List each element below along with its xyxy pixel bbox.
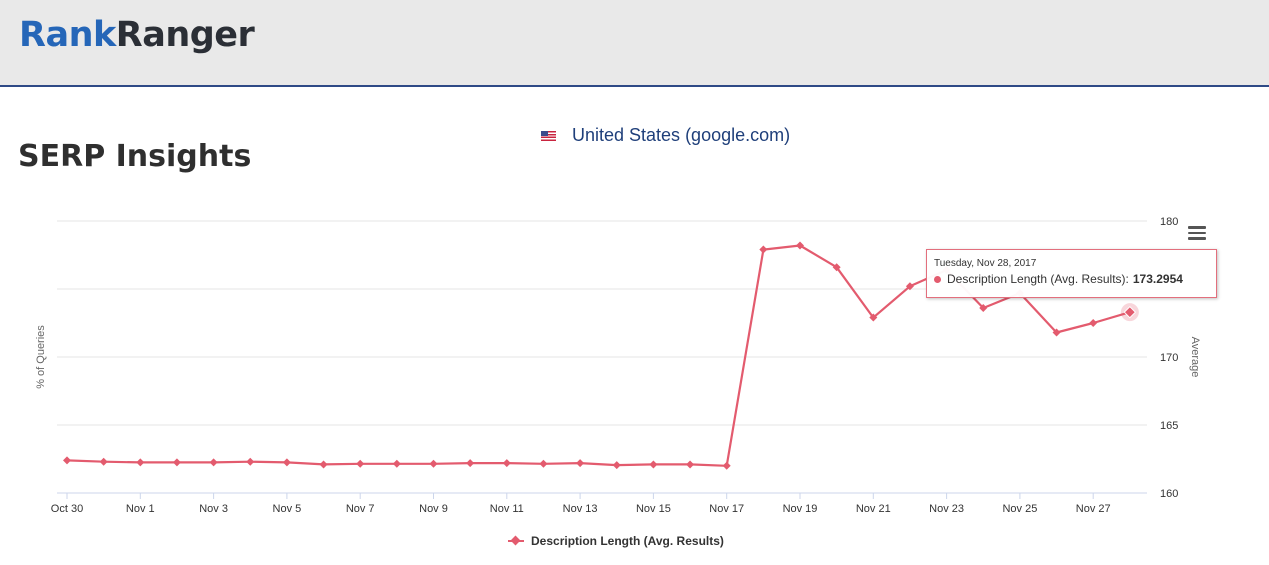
data-point (1089, 319, 1098, 327)
chart-menu-icon[interactable] (1188, 226, 1206, 240)
y-tick-label: 170 (1160, 352, 1178, 364)
x-tick-label: Nov 11 (490, 503, 524, 515)
y-tick-label: 180 (1160, 216, 1178, 228)
data-point (502, 459, 511, 468)
data-point (1052, 328, 1061, 337)
logo-ranger-text: Ranger (115, 15, 255, 55)
legend-diamond-icon (508, 535, 524, 547)
tooltip-value: 173.2954 (1132, 272, 1183, 286)
data-point (1123, 305, 1137, 319)
data-point (576, 459, 585, 468)
x-tick-label: Nov 17 (709, 503, 744, 515)
data-point (612, 461, 621, 470)
data-point (392, 459, 401, 468)
rankranger-logo[interactable]: RankRanger (19, 15, 255, 55)
tooltip-date: Tuesday, Nov 28, 2017 (934, 258, 1037, 269)
us-flag-icon (541, 130, 556, 141)
x-tick-label: Nov 13 (563, 503, 598, 515)
x-tick-label: Nov 9 (419, 503, 448, 515)
data-point (99, 457, 108, 466)
country-label: United States (google.com) (572, 125, 791, 145)
data-point (63, 456, 71, 465)
tooltip-row: Description Length (Avg. Results): 173.2… (934, 272, 1209, 286)
x-tick-label: Nov 27 (1076, 503, 1111, 515)
data-point (319, 460, 328, 469)
right-axis-title: Average (1189, 337, 1201, 378)
data-point (869, 313, 878, 322)
data-point (796, 241, 804, 250)
data-point (466, 459, 475, 468)
data-point (832, 263, 841, 272)
data-point (356, 459, 365, 468)
y-tick-label: 160 (1160, 488, 1178, 500)
page-title: SERP Insights (18, 139, 252, 174)
data-point (282, 458, 291, 467)
chart-tooltip: Tuesday, Nov 28, 2017 Description Length… (926, 249, 1217, 298)
data-point (429, 459, 438, 468)
x-tick-label: Oct 30 (51, 503, 83, 515)
chart-legend-item[interactable]: Description Length (Avg. Results) (508, 534, 724, 548)
tooltip-series-label: Description Length (Avg. Results): (947, 272, 1129, 286)
country-selector[interactable]: United States (google.com) (541, 125, 790, 146)
data-point (722, 461, 731, 470)
data-point (246, 457, 255, 466)
x-tick-label: Nov 7 (346, 503, 375, 515)
x-tick-label: Nov 25 (1002, 503, 1037, 515)
top-header-bar: RankRanger (0, 0, 1269, 87)
left-axis-title: % of Queries (35, 325, 47, 389)
data-point (905, 282, 914, 291)
tooltip-series-dot-icon (934, 275, 941, 283)
x-tick-label: Nov 15 (636, 503, 671, 515)
x-tick-label: Nov 23 (929, 503, 964, 515)
data-point (979, 304, 988, 313)
legend-label: Description Length (Avg. Results) (531, 534, 724, 548)
x-tick-label: Nov 3 (199, 503, 228, 515)
logo-rank-text: Rank (19, 15, 116, 55)
x-tick-label: Nov 5 (273, 503, 302, 515)
y-tick-label: 165 (1160, 420, 1178, 432)
data-point (759, 245, 768, 254)
data-point (209, 458, 218, 467)
data-point (136, 458, 145, 467)
data-point (172, 458, 181, 467)
x-tick-label: Nov 21 (856, 503, 891, 515)
x-tick-label: Nov 19 (783, 503, 818, 515)
data-point (686, 460, 695, 469)
x-tick-label: Nov 1 (126, 503, 155, 515)
data-point (649, 460, 658, 469)
data-point (539, 459, 548, 468)
